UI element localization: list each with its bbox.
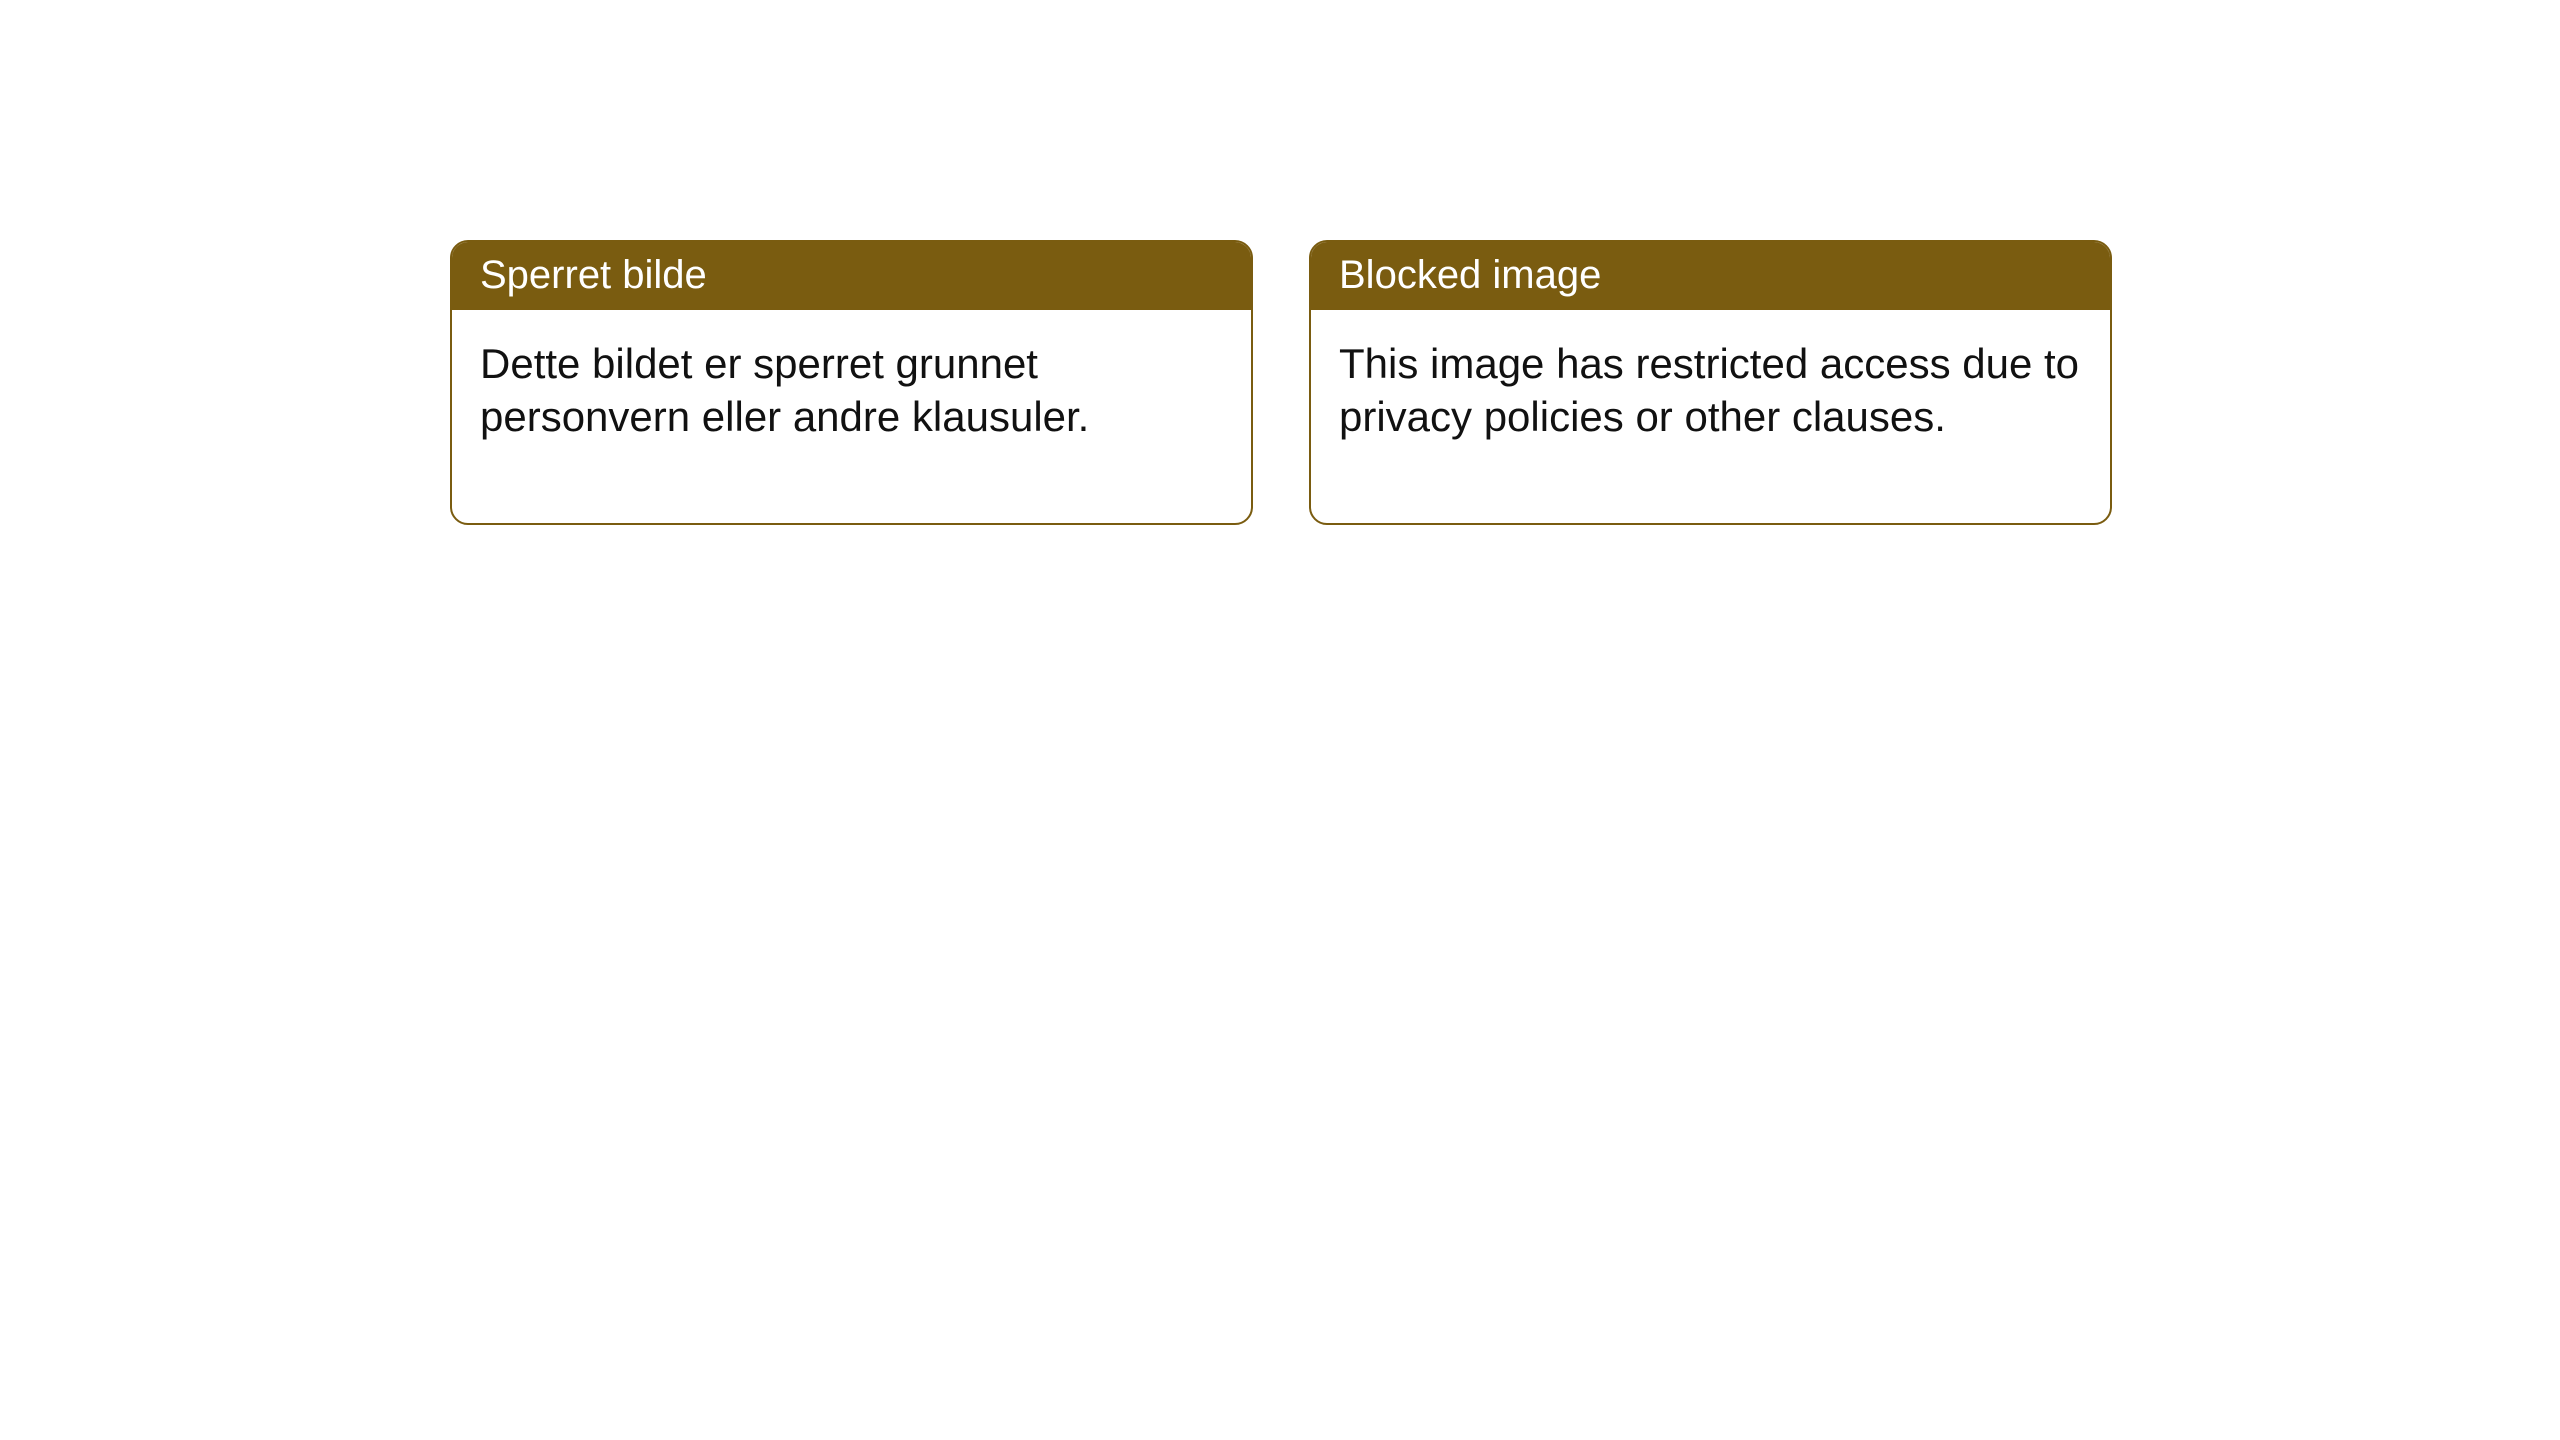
card-body-en: This image has restricted access due to …: [1311, 310, 2110, 523]
blocked-image-card-en: Blocked image This image has restricted …: [1309, 240, 2112, 525]
card-body-no: Dette bildet er sperret grunnet personve…: [452, 310, 1251, 523]
card-title-no: Sperret bilde: [452, 242, 1251, 310]
card-title-en: Blocked image: [1311, 242, 2110, 310]
blocked-image-card-no: Sperret bilde Dette bildet er sperret gr…: [450, 240, 1253, 525]
blocked-image-cards: Sperret bilde Dette bildet er sperret gr…: [450, 240, 2560, 525]
